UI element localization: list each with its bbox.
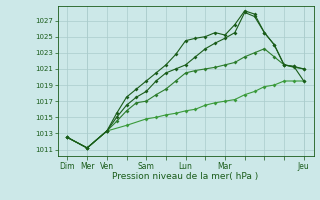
X-axis label: Pression niveau de la mer( hPa ): Pression niveau de la mer( hPa ) <box>112 172 259 181</box>
